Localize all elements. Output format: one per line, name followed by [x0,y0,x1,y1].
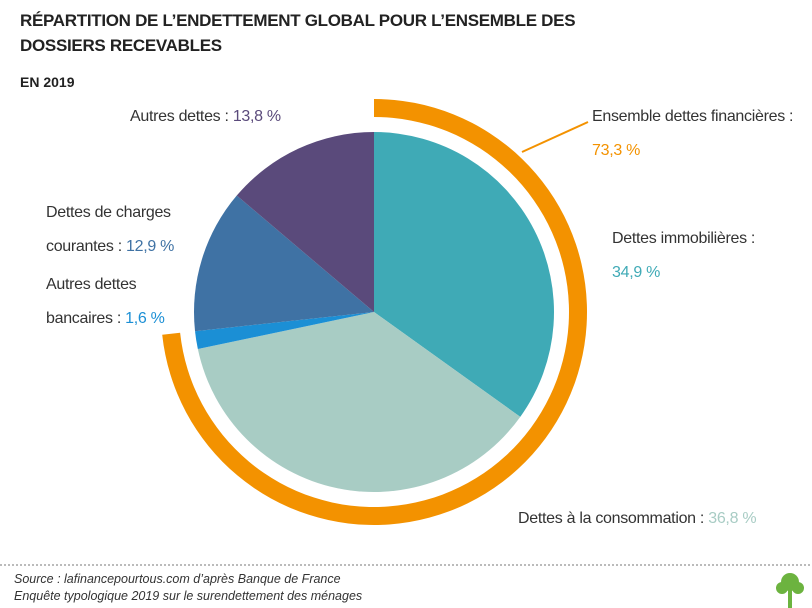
slice-label: Dettes immobilières : 34,9 % [612,222,755,290]
value-label: 1,6 % [125,310,165,327]
category-label: Autres dettes bancaires : [46,276,137,327]
chart-subtitle: EN 2019 [20,74,75,90]
leader-line [521,121,589,153]
arc-label: Ensemble dettes financières : 73,3 % [592,100,794,168]
source: Enquête typologique 2019 sur le surendet… [14,589,363,603]
category-label: Dettes à la consommation : [518,510,705,527]
slice-label: Autres dettes bancaires : 1,6 % [46,268,186,336]
value-label: 36,8 % [708,510,757,527]
pie-slice [195,312,374,350]
arc-value-label: 73,3 % [592,142,641,159]
pie-slice [197,312,521,493]
value-label: 34,9 % [612,264,661,281]
source: Source : lafinancepourtous.com d’après B… [14,572,341,586]
logo [776,573,804,608]
value-label: 13,8 % [232,108,281,125]
pie-slice [236,132,374,312]
category-label: Dettes de charges courantes : [46,204,171,255]
slice-label: Dettes de charges courantes : 12,9 % [46,196,196,264]
value-label: 12,9 % [126,238,175,255]
chart-title: RÉPARTITION DE L’ENDETTEMENT GLOBAL POUR… [20,11,576,55]
category-label: Dettes immobilières : [612,230,756,247]
pie-slice [194,195,374,332]
pie-slice [374,132,555,417]
slice-label: Dettes à la consommation : 36,8 % [518,502,757,536]
arc-name: Ensemble dettes financières : [592,108,794,125]
slice-label: Autres dettes : 13,8 % [130,100,281,134]
category-label: Autres dettes : [130,108,229,125]
